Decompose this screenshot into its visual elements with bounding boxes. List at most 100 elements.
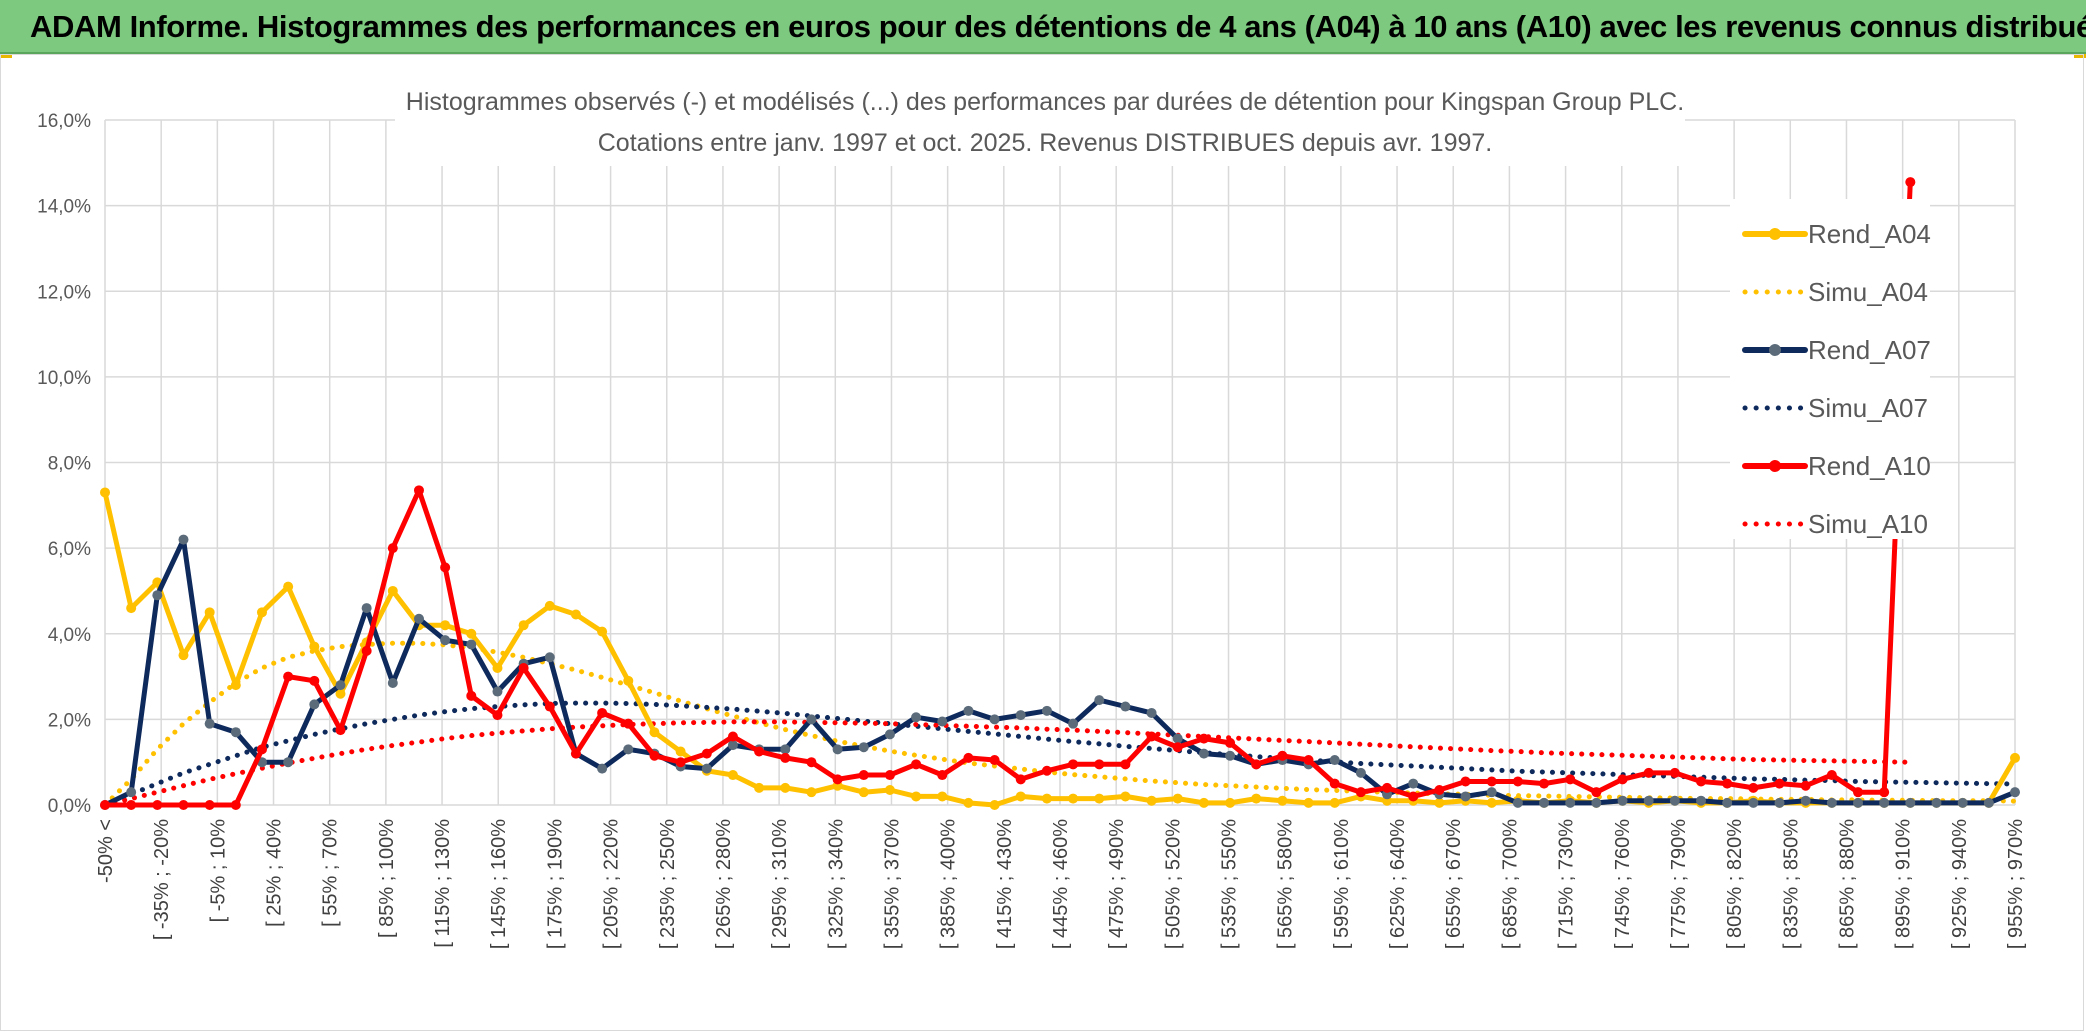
point-rend-a10 xyxy=(1172,742,1183,753)
point-rend-a07 xyxy=(1617,795,1628,806)
point-rend-a07 xyxy=(727,740,738,751)
point-rend-a04 xyxy=(178,650,189,661)
chart-title: Histogrammes observés (-) et modélisés (… xyxy=(406,88,1684,116)
point-rend-a04 xyxy=(727,770,738,781)
point-rend-a07 xyxy=(544,652,555,663)
point-rend-a07 xyxy=(1565,797,1576,808)
point-rend-a04 xyxy=(570,609,581,620)
point-rend-a10 xyxy=(701,748,712,759)
legend-label-rend-a10: Rend_A10 xyxy=(1808,451,1931,481)
y-tick-label: 0,0% xyxy=(48,796,91,817)
x-tick-label: [ 25% ; 40% xyxy=(264,819,286,927)
point-rend-a10 xyxy=(1120,759,1131,770)
point-rend-a10 xyxy=(1094,759,1105,770)
y-tick-label: 10,0% xyxy=(37,368,91,389)
point-rend-a07 xyxy=(152,590,163,601)
x-tick-label: [ 205% ; 220% xyxy=(601,819,623,949)
point-rend-a07 xyxy=(126,787,137,798)
point-rend-a10 xyxy=(361,645,372,656)
point-rend-a07 xyxy=(492,686,503,697)
point-rend-a04 xyxy=(806,787,817,798)
point-rend-a07 xyxy=(911,712,922,723)
y-tick-label: 16,0% xyxy=(37,111,91,132)
point-rend-a07 xyxy=(204,718,215,729)
corner-mark-right xyxy=(2074,54,2086,58)
legend-marker-rend-a04 xyxy=(1769,228,1781,240)
point-rend-a04 xyxy=(2010,752,2020,763)
point-rend-a10 xyxy=(283,671,294,682)
x-tick-label: [ 625% ; 640% xyxy=(1387,819,1409,949)
point-rend-a04 xyxy=(387,585,398,596)
point-rend-a10 xyxy=(1617,774,1628,785)
point-rend-a07 xyxy=(283,757,294,768)
y-tick-label: 14,0% xyxy=(37,197,91,218)
point-rend-a07 xyxy=(1591,797,1602,808)
point-rend-a10 xyxy=(570,748,581,759)
point-rend-a04 xyxy=(1251,793,1262,804)
point-rend-a10 xyxy=(780,752,791,763)
x-tick-label: [ 805% ; 820% xyxy=(1724,819,1746,949)
point-rend-a07 xyxy=(1905,797,1916,808)
point-rend-a07 xyxy=(623,744,634,755)
point-rend-a04 xyxy=(858,787,869,798)
point-rend-a04 xyxy=(911,791,922,802)
point-rend-a04 xyxy=(309,641,320,652)
point-rend-a10 xyxy=(492,710,503,721)
point-rend-a10 xyxy=(178,800,189,810)
legend-label-simu-a04: Simu_A04 xyxy=(1808,277,1928,307)
point-rend-a04 xyxy=(1225,797,1236,808)
point-rend-a10 xyxy=(230,800,241,810)
x-tick-label: [ 535% ; 550% xyxy=(1219,819,1241,949)
x-tick-label: [ 385% ; 400% xyxy=(938,819,960,949)
point-rend-a07 xyxy=(413,613,424,624)
point-rend-a07 xyxy=(387,677,398,688)
x-tick-label: [ 235% ; 250% xyxy=(657,819,679,949)
series-line-simu-a04 xyxy=(102,640,2018,808)
y-tick-label: 8,0% xyxy=(48,454,91,475)
point-rend-a07 xyxy=(1172,733,1183,744)
point-rend-a10 xyxy=(1853,787,1864,798)
chart-subtitle: Cotations entre janv. 1997 et oct. 2025.… xyxy=(598,129,1493,157)
point-rend-a10 xyxy=(256,744,267,755)
point-rend-a07 xyxy=(1120,701,1131,712)
x-tick-label: [ 445% ; 460% xyxy=(1050,819,1072,949)
x-tick-label: [ 775% ; 790% xyxy=(1668,819,1690,949)
point-rend-a10 xyxy=(911,759,922,770)
point-rend-a10 xyxy=(858,770,869,781)
x-tick-label: [ 295% ; 310% xyxy=(769,819,791,949)
title-background xyxy=(395,78,1685,166)
point-rend-a10 xyxy=(832,774,843,785)
point-rend-a10 xyxy=(204,800,215,810)
point-rend-a10 xyxy=(1198,733,1209,744)
point-rend-a10 xyxy=(1879,787,1890,798)
point-rend-a07 xyxy=(1068,718,1079,729)
legend-label-rend-a07: Rend_A07 xyxy=(1808,335,1931,365)
x-tick-label: [ 355% ; 370% xyxy=(881,819,903,949)
point-rend-a10 xyxy=(518,663,529,673)
point-rend-a10 xyxy=(1722,778,1733,789)
legend-marker-rend-a07 xyxy=(1769,344,1781,356)
point-rend-a07 xyxy=(1748,797,1759,808)
point-rend-a04 xyxy=(544,600,555,611)
point-rend-a10 xyxy=(466,690,477,701)
title-banner: ADAM Informe. Histogrammes des performan… xyxy=(0,0,2086,54)
point-rend-a04 xyxy=(754,782,765,793)
x-tick-label: [ 865% ; 880% xyxy=(1836,819,1858,949)
point-rend-a07 xyxy=(1826,797,1837,808)
point-rend-a04 xyxy=(937,791,948,802)
point-rend-a10 xyxy=(152,800,163,810)
point-rend-a10 xyxy=(1539,778,1550,789)
point-rend-a04 xyxy=(204,607,215,618)
point-rend-a10 xyxy=(1800,780,1811,791)
point-rend-a04 xyxy=(100,487,110,498)
point-rend-a10 xyxy=(1486,776,1497,787)
x-tick-label: [ 655% ; 670% xyxy=(1443,819,1465,949)
point-rend-a04 xyxy=(780,782,791,793)
point-rend-a07 xyxy=(230,727,241,738)
series-line-simu-a10 xyxy=(102,719,1913,808)
x-tick-label: [ 85% ; 100% xyxy=(376,819,398,938)
point-rend-a10 xyxy=(937,770,948,781)
y-tick-label: 12,0% xyxy=(37,282,91,303)
point-rend-a10 xyxy=(1015,774,1026,785)
point-rend-a07 xyxy=(1722,797,1733,808)
